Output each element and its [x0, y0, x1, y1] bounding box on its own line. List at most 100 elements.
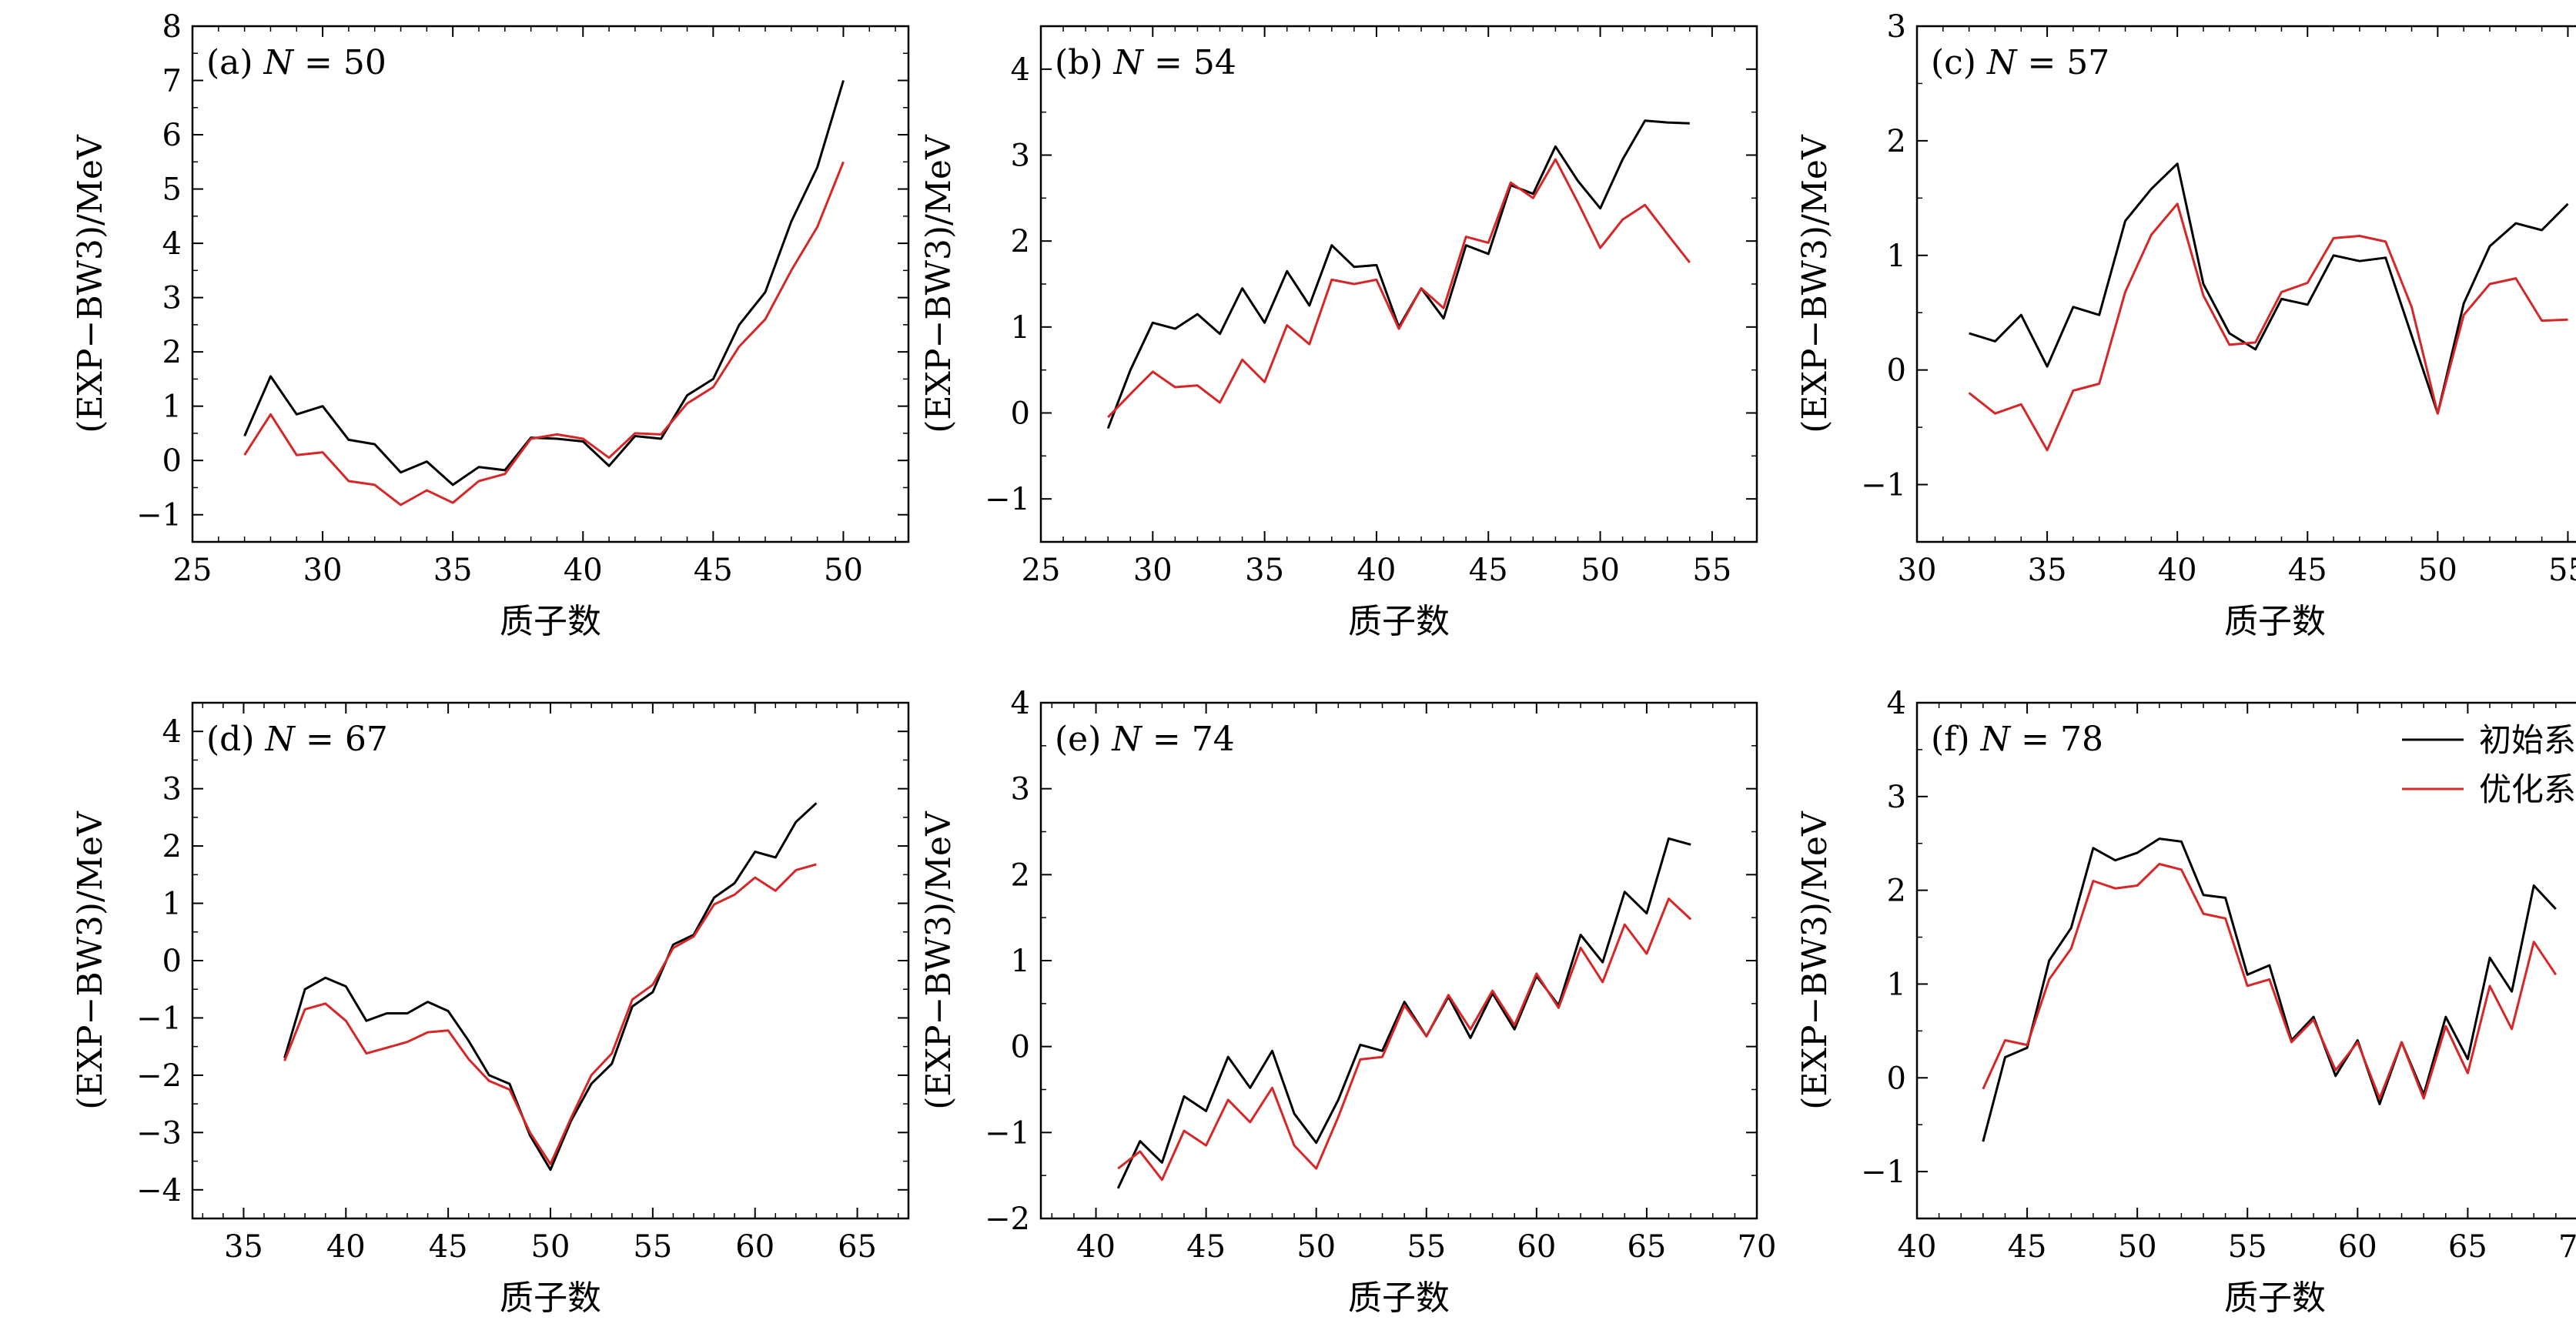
x-tick-label: 45 — [2288, 553, 2327, 588]
y-tick-label: 3 — [1887, 780, 1906, 815]
plot-frame — [1039, 25, 1758, 543]
panel-title: (a) N = 50 — [206, 43, 386, 82]
panel-title: (c) N = 57 — [1931, 43, 2109, 82]
y-axis-label: (EXP−BW3)/MeV — [71, 134, 110, 433]
legend-label: 初始系数 — [2479, 721, 2576, 759]
panel-e: 40 45 50 55 60 65 70 −2 −1 0 1 2 3 4 质子数 (EXP−BW3)/MeV (… — [919, 686, 1776, 1318]
y-tick-label: 2 — [1011, 224, 1030, 259]
y-tick-label: −1 — [1861, 468, 1906, 503]
y-tick-label: −1 — [985, 1115, 1030, 1151]
x-tick-label: 45 — [429, 1229, 468, 1265]
y-tick-label: −1 — [1861, 1155, 1906, 1190]
panel-title: (f) N = 78 — [1931, 720, 2103, 759]
y-tick-label: 3 — [162, 772, 182, 807]
x-axis-label: 质子数 — [2224, 602, 2326, 641]
x-tick-label: 30 — [303, 553, 343, 588]
panel-d: 35 40 45 50 55 60 65 −4 −3 −2 −1 0 1 2 3 4 质子数 (EXP−BW3)/… — [71, 701, 910, 1318]
x-tick-label: 70 — [2558, 1229, 2576, 1265]
y-axis-label: (EXP−BW3)/MeV — [1795, 811, 1835, 1110]
series-line-initial — [283, 802, 818, 1172]
series-line-optimized — [243, 161, 845, 506]
y-tick-label: −1 — [985, 482, 1030, 517]
series-line-optimized — [1968, 202, 2568, 452]
x-tick-label: 55 — [1692, 553, 1731, 588]
y-tick-label: 4 — [1011, 686, 1030, 721]
plot-frame — [191, 701, 910, 1220]
y-tick-label: 3 — [1011, 772, 1030, 807]
x-tick-label: 35 — [1245, 553, 1284, 588]
y-tick-label: 4 — [1011, 52, 1030, 88]
series-line-initial — [1116, 837, 1691, 1189]
y-tick-label: −2 — [136, 1058, 182, 1094]
x-tick-label: 50 — [824, 553, 863, 588]
y-tick-label: −4 — [136, 1173, 182, 1208]
series-line-optimized — [1982, 863, 2558, 1100]
x-tick-label: 55 — [2548, 553, 2576, 588]
x-tick-label: 40 — [2158, 553, 2197, 588]
y-tick-label: −1 — [136, 1001, 182, 1036]
series-line-optimized — [1117, 897, 1692, 1182]
y-tick-label: 3 — [162, 281, 182, 316]
y-tick-label: 2 — [1887, 124, 1906, 159]
x-tick-label: 45 — [2008, 1229, 2047, 1265]
y-tick-label: 0 — [1887, 1061, 1906, 1096]
y-axis-label: (EXP−BW3)/MeV — [1795, 134, 1835, 433]
y-tick-label: 1 — [1011, 944, 1030, 979]
x-tick-label: 35 — [2028, 553, 2067, 588]
plot-frame — [1039, 701, 1758, 1220]
x-tick-label: 55 — [1407, 1229, 1446, 1265]
x-axis-label: 质子数 — [1348, 1279, 1450, 1318]
y-tick-label: 1 — [162, 389, 182, 425]
x-tick-label: 50 — [1296, 1229, 1336, 1265]
y-tick-label: 2 — [1887, 874, 1906, 909]
x-tick-label: 60 — [735, 1229, 774, 1265]
panel-title: (d) N = 67 — [206, 720, 388, 759]
y-tick-label: 4 — [1887, 686, 1906, 721]
y-tick-label: −2 — [985, 1202, 1030, 1237]
y-tick-label: 1 — [1887, 239, 1906, 274]
y-tick-label: 1 — [162, 887, 182, 922]
panel-title: (b) N = 54 — [1055, 43, 1236, 82]
y-axis-label: (EXP−BW3)/MeV — [71, 811, 110, 1110]
y-tick-label: 4 — [162, 226, 182, 262]
x-axis-label: 质子数 — [2224, 1279, 2326, 1318]
y-tick-label: −3 — [136, 1115, 182, 1151]
y-tick-label: 1 — [1011, 310, 1030, 346]
y-tick-label: 3 — [1887, 9, 1906, 45]
x-tick-label: 45 — [694, 553, 733, 588]
series-line-optimized — [283, 863, 817, 1165]
y-axis-label: (EXP−BW3)/MeV — [919, 811, 958, 1110]
x-tick-label: 55 — [2228, 1229, 2267, 1265]
x-tick-label: 65 — [1627, 1229, 1666, 1265]
x-tick-label: 40 — [1357, 553, 1396, 588]
x-tick-label: 40 — [1898, 1229, 1937, 1265]
panel-title: (e) N = 74 — [1055, 720, 1235, 759]
x-tick-label: 40 — [326, 1229, 366, 1265]
y-tick-label: 4 — [162, 714, 182, 750]
y-tick-label: 0 — [1887, 353, 1906, 389]
x-axis-label: 质子数 — [500, 602, 601, 641]
y-tick-label: −1 — [136, 498, 182, 533]
y-tick-label: 6 — [162, 118, 182, 153]
x-tick-label: 35 — [433, 553, 473, 588]
x-tick-label: 25 — [173, 553, 212, 588]
x-tick-label: 50 — [1581, 553, 1620, 588]
x-tick-label: 65 — [2448, 1229, 2487, 1265]
x-tick-label: 25 — [1022, 553, 1061, 588]
y-tick-label: 5 — [162, 172, 182, 208]
y-tick-label: 0 — [1011, 1030, 1030, 1065]
x-axis-label: 质子数 — [500, 1279, 601, 1318]
y-tick-label: 1 — [1887, 967, 1906, 1002]
x-tick-label: 40 — [1076, 1229, 1116, 1265]
y-tick-label: 0 — [162, 443, 182, 479]
x-tick-label: 55 — [633, 1229, 672, 1265]
x-tick-label: 60 — [2338, 1229, 2377, 1265]
x-tick-label: 30 — [1898, 553, 1937, 588]
series-line-initial — [243, 80, 845, 486]
panel-a: 25 30 35 40 45 50−1012345678质子数(EXP−BW3)/MeV(… — [71, 9, 910, 641]
y-tick-label: 7 — [162, 64, 182, 99]
plot-frame — [1915, 25, 2576, 543]
x-tick-label: 30 — [1133, 553, 1173, 588]
